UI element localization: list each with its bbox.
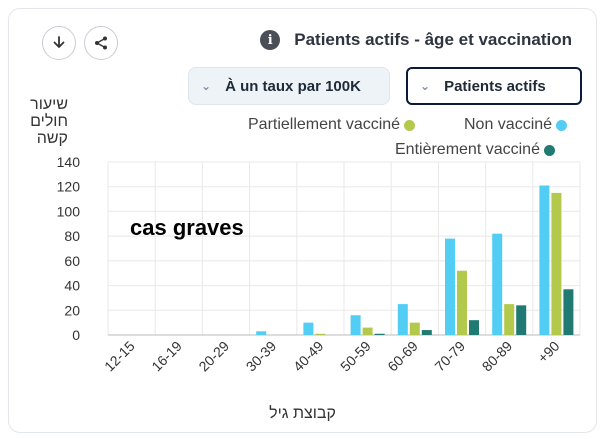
bar-partial [551,192,562,335]
bar-partial [504,304,515,335]
bar-full [374,333,385,335]
y-tick-label: 60 [64,253,80,269]
legend-unvaccinated-swatch [556,119,568,131]
legend-full-label: Entièrement vacciné [395,141,540,158]
y-tick-label: 140 [57,154,81,170]
bar-unvaccinated [256,331,267,335]
chart-annotation: cas graves [130,215,244,240]
info-icon[interactable]: i [260,30,281,50]
legend-partial-swatch [404,119,416,131]
y-tick-label: 0 [72,327,80,343]
share-icon [95,36,107,50]
legend-full[interactable]: Entièrement vacciné [395,141,555,159]
rate-dropdown[interactable]: ⌄ À un taux par 100K [188,67,390,105]
y-axis-label: שיעור חולים קשה [30,96,68,147]
legend-full-swatch [543,144,555,156]
bar-partial [409,322,420,335]
y-tick-label: 120 [57,179,81,195]
metric-dropdown[interactable]: ⌄ Patients actifs [406,67,582,105]
y-tick-label: 40 [64,278,80,294]
bar-unvaccinated [445,238,455,335]
chart-title: Patients actifs - âge et vaccination [294,30,572,49]
x-tick-label: 12-15 [101,338,138,375]
bar-unvaccinated [303,322,314,335]
legend-unvaccinated-label: Non vacciné [464,116,553,133]
metric-dropdown-value: Patients actifs [444,77,546,95]
bar-full [421,330,432,335]
bar-unvaccinated [350,315,361,335]
bar-partial [315,333,326,335]
x-tick-label: 60-69 [384,338,421,375]
chart-header: i Patients actifs - âge et vaccination [260,30,572,50]
y-tick-label: 100 [57,203,81,219]
bar-unvaccinated [539,185,550,335]
bar-full [469,320,479,335]
x-tick-label: 70-79 [431,338,468,375]
bar-partial [362,327,373,335]
x-tick-label: 40-49 [290,338,327,375]
legend-partial[interactable]: Partiellement vacciné [248,116,416,134]
rate-dropdown-value: À un taux par 100K [225,77,361,95]
bar-unvaccinated [492,233,503,335]
x-tick-label: 20-29 [195,338,232,375]
chevron-down-icon: ⌄ [420,79,431,93]
bar-full [516,305,527,335]
bar-unvaccinated [397,304,408,335]
bar-partial [457,270,467,335]
download-button[interactable] [42,26,76,60]
x-tick-label: 50-59 [337,338,374,375]
y-tick-label: 20 [64,302,80,318]
x-axis-label: קבוצת גיל [269,405,336,422]
download-icon [53,36,65,48]
x-tick-label: 30-39 [243,338,280,375]
legend-partial-label: Partiellement vacciné [248,116,401,133]
x-tick-label: 16-19 [148,338,185,375]
legend-unvaccinated[interactable]: Non vacciné [464,116,568,134]
bar-full [563,289,574,335]
share-button[interactable] [84,26,118,60]
y-tick-label: 80 [64,228,80,244]
x-tick-label: +90 [534,338,562,366]
chevron-down-icon: ⌄ [201,79,212,93]
x-tick-label: 80-89 [479,338,516,375]
